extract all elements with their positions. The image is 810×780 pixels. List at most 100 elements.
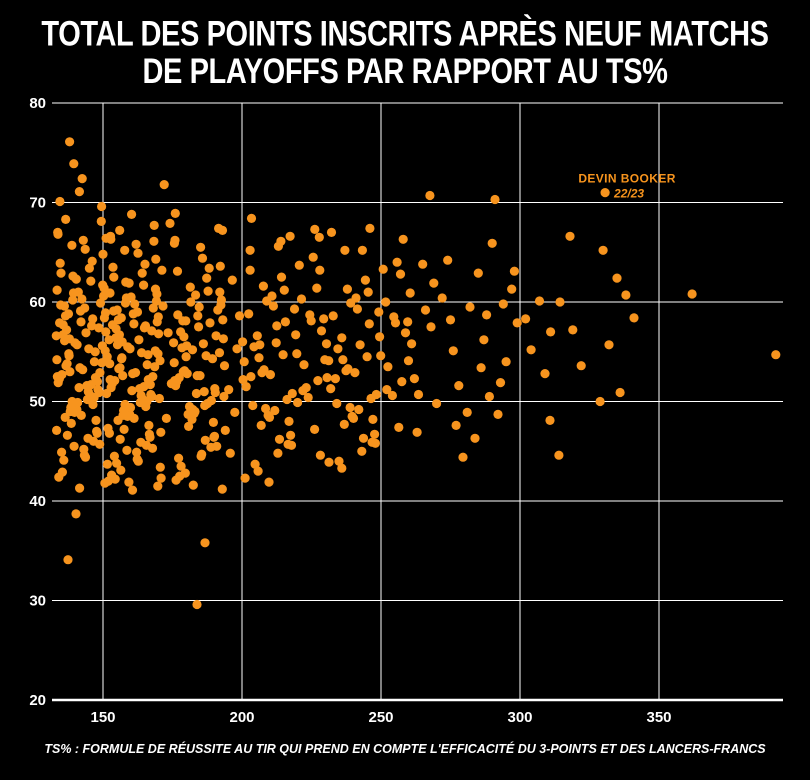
data-point	[255, 340, 265, 350]
data-point	[378, 264, 388, 274]
data-point	[74, 187, 84, 197]
chart-title-line2: DE PLAYOFFS PAR RAPPORT AU TS%	[142, 52, 668, 92]
data-point	[154, 393, 164, 404]
data-point	[149, 236, 159, 246]
data-point	[364, 319, 374, 329]
data-point	[136, 390, 146, 401]
x-tick-label: 350	[646, 709, 671, 726]
data-point	[175, 471, 185, 481]
data-point	[286, 430, 296, 440]
data-point	[326, 384, 336, 394]
data-point	[172, 266, 183, 276]
data-point	[69, 441, 79, 451]
data-point	[395, 269, 406, 279]
data-point	[338, 355, 348, 365]
data-point	[196, 451, 206, 461]
data-point	[291, 330, 301, 340]
chart-title-line1: TOTAL DES POINTS INSCRITS APRÈS NEUF MAT…	[41, 14, 769, 54]
data-point	[139, 323, 149, 333]
data-point	[495, 378, 506, 388]
data-point	[310, 424, 320, 434]
data-point	[95, 298, 106, 308]
data-point	[209, 432, 219, 442]
data-point	[284, 416, 294, 426]
data-point	[258, 281, 268, 291]
data-point	[143, 350, 153, 360]
data-point	[183, 409, 193, 419]
data-point	[192, 599, 202, 610]
data-point	[157, 265, 167, 275]
y-tick-label: 30	[29, 593, 46, 610]
data-point	[140, 259, 150, 269]
data-point	[68, 288, 79, 298]
data-point	[194, 302, 204, 312]
data-point	[133, 248, 143, 258]
data-point	[122, 445, 132, 455]
data-point	[383, 362, 393, 372]
data-point	[413, 389, 424, 400]
data-point	[443, 255, 453, 265]
data-point	[131, 239, 141, 249]
data-point	[217, 484, 227, 494]
data-point	[150, 362, 160, 372]
data-point	[534, 296, 545, 306]
data-point	[367, 437, 377, 447]
data-point	[244, 309, 254, 319]
data-point	[264, 412, 275, 422]
data-point	[217, 225, 228, 235]
data-point	[270, 405, 280, 416]
data-point	[287, 388, 297, 399]
x-tick-label: 200	[229, 709, 254, 726]
data-point	[252, 331, 262, 341]
data-point	[283, 439, 293, 449]
data-point	[454, 381, 464, 391]
data-point	[394, 422, 404, 432]
data-point	[403, 317, 413, 327]
data-point	[75, 483, 85, 493]
data-point	[365, 223, 375, 233]
data-point	[117, 353, 127, 363]
data-point	[232, 344, 242, 354]
data-point	[90, 373, 101, 383]
data-point	[210, 384, 220, 394]
y-tick-label: 60	[29, 294, 46, 311]
data-point	[104, 428, 114, 438]
x-tick-label: 250	[368, 709, 393, 726]
data-point	[381, 297, 391, 307]
y-tick-label: 40	[29, 493, 46, 510]
data-point	[64, 351, 74, 361]
data-point	[546, 327, 556, 337]
data-point	[153, 481, 163, 491]
data-point	[113, 415, 123, 425]
data-point	[490, 194, 500, 205]
data-point	[176, 327, 186, 337]
data-point	[132, 307, 143, 317]
data-point	[147, 391, 157, 402]
data-point	[271, 338, 281, 348]
data-point	[91, 415, 101, 425]
data-point	[296, 294, 307, 304]
data-point	[330, 374, 340, 384]
data-point	[134, 335, 144, 345]
data-point	[308, 252, 318, 262]
data-point	[370, 429, 380, 439]
data-point	[129, 319, 139, 329]
data-point	[208, 417, 218, 427]
data-point	[340, 245, 350, 255]
data-point	[324, 457, 334, 467]
data-point	[268, 301, 278, 311]
data-point	[139, 280, 149, 290]
data-point	[276, 272, 287, 282]
data-point	[366, 393, 376, 404]
data-point	[545, 415, 555, 425]
data-point	[355, 340, 365, 350]
data-point	[245, 245, 255, 255]
data-point	[313, 376, 323, 386]
data-point	[429, 278, 439, 288]
data-point	[110, 474, 120, 484]
data-point	[389, 312, 399, 322]
data-point	[482, 310, 492, 320]
data-point	[245, 265, 255, 275]
data-point	[272, 321, 282, 331]
data-point	[169, 338, 179, 348]
